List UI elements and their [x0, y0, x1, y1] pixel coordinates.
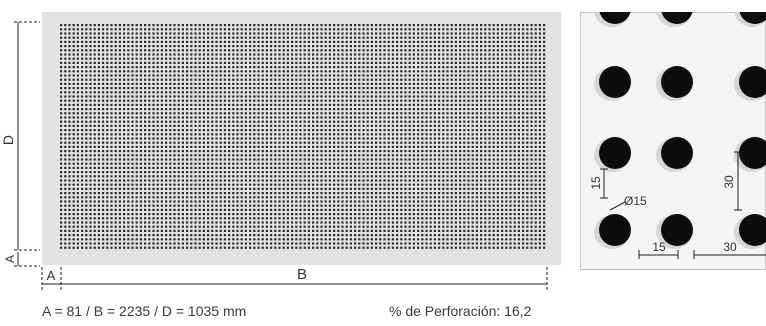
dimension-a-left-label: A: [3, 255, 17, 263]
dimension-horizontal-30: [693, 250, 766, 259]
dimension-a-vertical: [14, 252, 40, 267]
dimension-vertical-30: [734, 151, 742, 211]
detail-hole: [599, 214, 631, 246]
dimension-b-label: B: [297, 266, 307, 283]
dimension-vertical-15: [600, 168, 608, 199]
detail-hole: [599, 12, 631, 24]
detail-hole: [739, 137, 766, 169]
diameter-label: Ø15: [624, 194, 647, 208]
dimension-b: [41, 267, 548, 290]
detail-hole: [661, 214, 693, 246]
perforation-caption: % de Perforación: 16,2: [389, 303, 532, 319]
dimension-horizontal-30-label: 30: [723, 240, 737, 254]
detail-hole-grid: [594, 12, 766, 249]
diameter-leader-line: [609, 201, 626, 211]
detail-hole: [599, 137, 631, 169]
dimension-vertical-30-label: 30: [722, 175, 736, 189]
dimension-horizontal-15: [638, 250, 679, 259]
detail-hole: [661, 12, 693, 24]
hole-pattern: [60, 24, 546, 249]
dimensions-caption: A = 81 / B = 2235 / D = 1035 mm: [42, 303, 247, 319]
dimension-a-bottom-label: A: [47, 268, 56, 283]
detail-hole: [599, 66, 631, 98]
sheet-drawing: D A A B: [0, 12, 561, 290]
dimension-vertical-15-label: 15: [589, 176, 603, 190]
detail-hole: [661, 66, 693, 98]
diameter-leader: [609, 201, 626, 211]
dimension-d: [14, 21, 40, 251]
detail-hole: [739, 66, 766, 98]
detail-hole: [661, 137, 693, 169]
dimension-d-label: D: [0, 135, 16, 145]
detail-hole: [739, 12, 766, 24]
hole-detail: 15 Ø15 30 15 30: [580, 12, 766, 270]
dimension-horizontal-15-label: 15: [652, 240, 666, 254]
detail-hole: [739, 214, 766, 246]
